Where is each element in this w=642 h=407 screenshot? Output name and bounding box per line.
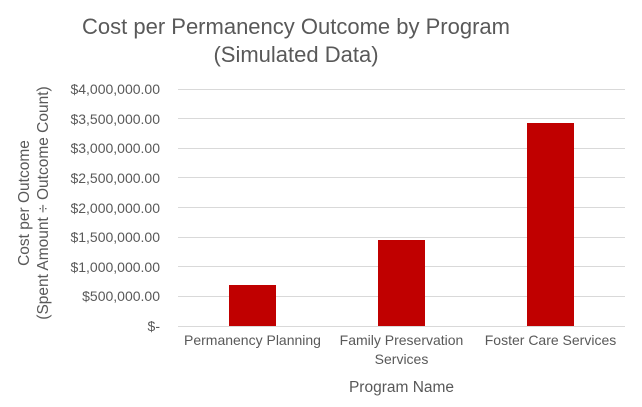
y-tick-label: $4,000,000.00 xyxy=(70,81,160,97)
y-axis-title-line1: Cost per Outcome xyxy=(16,140,33,266)
category-label: Family Preservation Services xyxy=(339,332,464,367)
y-tick-label: $1,000,000.00 xyxy=(70,258,160,275)
gridline xyxy=(178,147,625,149)
gridline xyxy=(178,88,625,90)
bar-foster-care-services xyxy=(527,123,574,326)
y-tick-label: $1,500,000.00 xyxy=(70,229,160,246)
category-label: Permanency Planning xyxy=(184,332,321,348)
gridline xyxy=(178,118,625,120)
x-axis-line xyxy=(178,325,625,327)
bar-permanency-planning xyxy=(229,285,276,326)
y-tick-label: $3,000,000.00 xyxy=(70,140,160,157)
y-tick-label: $- xyxy=(147,318,160,334)
chart-title-line2: (Simulated Data) xyxy=(213,42,379,67)
x-axis-title: Program Name xyxy=(348,379,455,396)
y-tick-label: $2,000,000.00 xyxy=(70,199,160,216)
category-label: Foster Care Services xyxy=(484,332,617,348)
gridline xyxy=(178,207,625,208)
plot-area xyxy=(178,88,625,327)
gridline xyxy=(178,236,625,238)
bar-family-preservation-services xyxy=(378,240,425,326)
y-tick-label: $3,500,000.00 xyxy=(70,110,160,127)
y-tick-label: $500,000.00 xyxy=(82,288,160,305)
gridline xyxy=(178,177,625,179)
chart-title: Cost per Permanency Outcome by Program (… xyxy=(0,13,592,69)
chart-title-line1: Cost per Permanency Outcome by Program xyxy=(82,14,510,39)
y-tick-label: $2,500,000.00 xyxy=(70,169,160,186)
